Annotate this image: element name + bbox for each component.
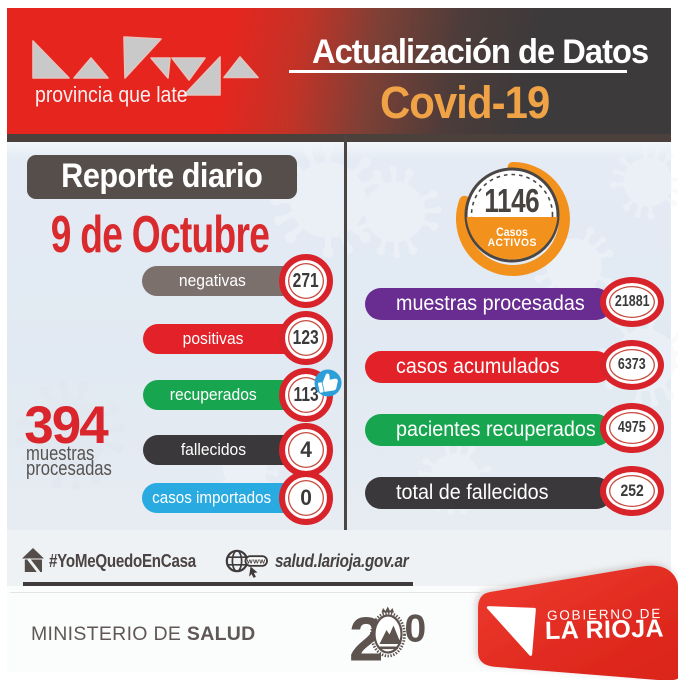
svg-text:0: 0 bbox=[405, 608, 427, 651]
svg-text:www: www bbox=[246, 557, 266, 566]
